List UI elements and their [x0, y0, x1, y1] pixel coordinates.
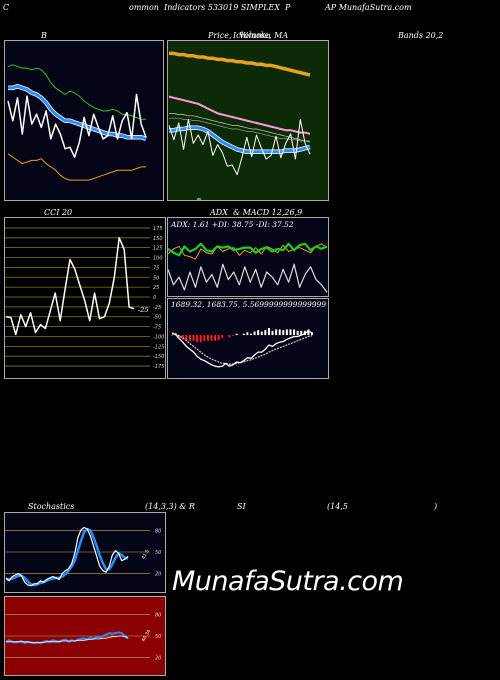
- osc-tick-label: 80: [155, 528, 161, 534]
- series-line-macd: [171, 330, 313, 368]
- price-ma-panel: [167, 40, 329, 201]
- series-line-price: [168, 118, 311, 176]
- adx-panel: ADX: 1.61 +DI: 38.75 -DI: 37.52: [167, 217, 329, 297]
- cci-tick-label: -75: [153, 325, 161, 331]
- bollinger-title: B: [41, 31, 47, 40]
- rsi-params: (14,5: [327, 502, 348, 511]
- series-line-ma-pink: [168, 95, 311, 135]
- volume-bar: [197, 198, 201, 200]
- series-line-plus-di: [167, 242, 328, 257]
- bollinger-panel: [4, 40, 164, 201]
- header-left: C: [3, 3, 10, 12]
- series-line-rsi-ma: [6, 635, 129, 643]
- osc-tick-label: 50: [155, 550, 161, 556]
- osc-tick-label: 20: [155, 572, 161, 578]
- adx-macd-title: ADX & MACD 12,26,9: [210, 208, 303, 217]
- series-line-adx: [167, 263, 328, 293]
- osc-tick-label: 50: [155, 634, 161, 640]
- rsi-panel: 80 50 20 46.34: [4, 596, 166, 676]
- stoch-title: Stochastics: [28, 502, 75, 511]
- osc-last-label: 46.34: [141, 629, 153, 643]
- rsi-title: SI: [237, 502, 246, 511]
- macd-bg: [167, 298, 329, 379]
- cci-panel: 175 150 125 100 75 50 25 0 -25 -50 -75 -100 -125 -150…: [4, 217, 166, 379]
- osc-tick-label: 20: [155, 656, 161, 662]
- cci-tick-label: 75: [153, 265, 159, 271]
- cci-tick-label: -50: [153, 315, 161, 321]
- header-right: AP MunafaSutra.com: [325, 3, 412, 12]
- cci-tick-label: -125: [153, 344, 164, 350]
- macd-label: 1689.32, 1683.75, 5.5699999999999999: [171, 300, 326, 309]
- cci-bg: [4, 217, 166, 379]
- header-middle: ommon Indicators 533019 SIMPLEX P: [129, 3, 291, 12]
- cci-tick-label: -175: [153, 364, 164, 370]
- cci-tick-label: 100: [153, 256, 163, 262]
- cci-tick-label: 25: [153, 285, 159, 291]
- cci-last-label: -25: [138, 306, 148, 314]
- price-ma-title: Price, Volume, MA: [208, 31, 289, 40]
- cci-tick-label: 125: [153, 246, 163, 252]
- osc-tick-label: 80: [155, 612, 161, 618]
- series-line-ma-blue: [169, 126, 311, 154]
- osc-last-label: 41.5: [141, 549, 151, 561]
- series-line-ma-orange: [169, 51, 311, 77]
- series-line-cci: [5, 237, 135, 336]
- rsi-params-close: ): [434, 502, 438, 511]
- cci-tick-label: 175: [153, 226, 163, 232]
- series-line--k: [5, 526, 129, 587]
- series-line-ma-thin-1: [169, 113, 310, 142]
- series-line-ma-thin-2: [169, 117, 311, 143]
- cci-tick-label: -100: [153, 334, 164, 340]
- cci-tick-label: -150: [153, 354, 164, 360]
- series-line-lower: [7, 153, 146, 181]
- bands-title: Bands 20,2: [398, 31, 444, 40]
- cci-tick-label: 0: [153, 295, 156, 301]
- watermark: MunafaSutra.com: [172, 566, 404, 597]
- stoch-bg: [4, 512, 166, 593]
- cci-tick-label: 50: [153, 275, 159, 281]
- series-line-price: [7, 93, 147, 158]
- stoch-params: (14,3,3) & R: [145, 502, 195, 511]
- stoch-panel: 80 50 20 41.5: [4, 512, 166, 593]
- adx-label: ADX: 1.61 +DI: 38.75 -DI: 37.52: [170, 220, 294, 229]
- cci-tick-label: -25: [153, 305, 161, 311]
- cci-title: CCI 20: [44, 208, 73, 217]
- ichimoku-overlap-text: Ichimoku: [233, 31, 271, 40]
- series-line-middle: [8, 84, 147, 141]
- cci-tick-label: 150: [153, 236, 163, 242]
- macd-panel: 1689.32, 1683.75, 5.5699999999999999: [167, 298, 329, 379]
- series-line-minus-di: [167, 243, 328, 260]
- series-line-upper: [7, 64, 146, 120]
